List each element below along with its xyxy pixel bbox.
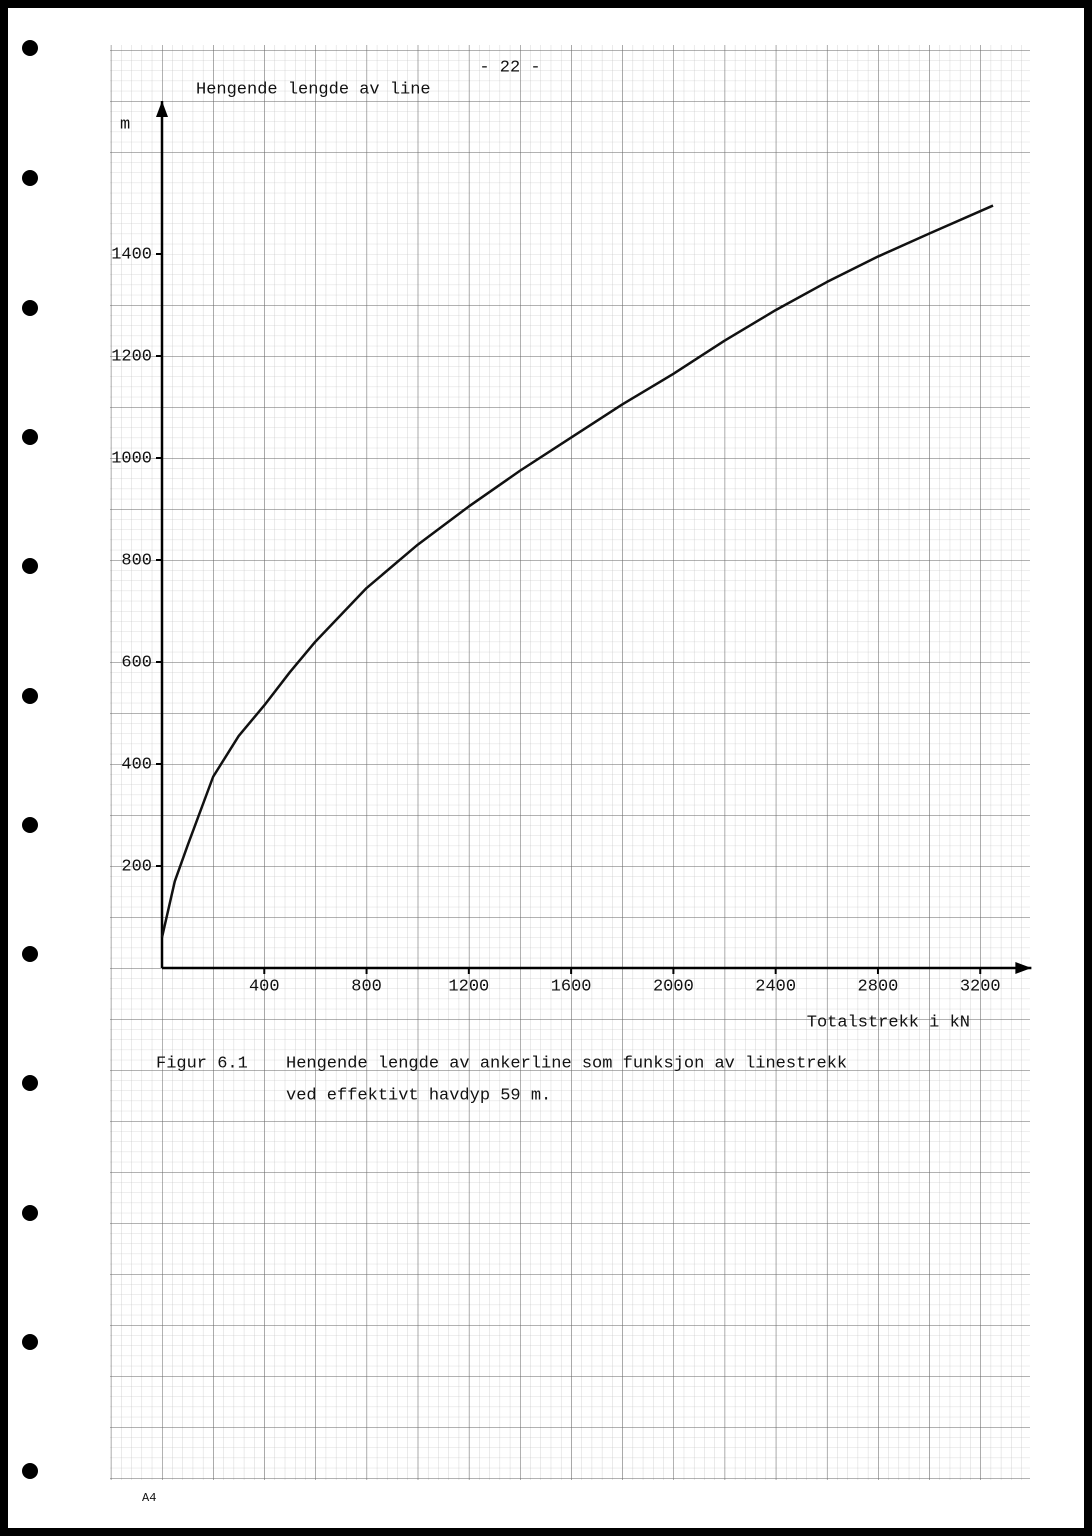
caption-line: ved effektivt havdyp 59 m.: [286, 1086, 551, 1105]
x-axis-label: Totalstrekk i kN: [807, 1013, 970, 1032]
y-tick-label: 1400: [111, 245, 152, 264]
punch-holes: [22, 40, 38, 1479]
x-tick-label: 400: [249, 977, 280, 996]
y-tick-label: 1200: [111, 347, 152, 366]
y-tick-label: 400: [121, 755, 152, 774]
y-tick-label: 800: [121, 551, 152, 570]
y-axis-label: m: [120, 115, 130, 134]
y-axis-arrow: [156, 101, 168, 117]
y-tick-label: 1000: [111, 449, 152, 468]
data-line: [160, 204, 994, 938]
figure-label: Figur 6.1: [156, 1054, 248, 1073]
paper-mark: A4: [142, 1491, 156, 1505]
x-tick-label: 800: [351, 977, 382, 996]
x-tick-label: 2400: [755, 977, 796, 996]
chart-title: Hengende lengde av line: [196, 80, 431, 99]
x-tick-label: 2800: [858, 977, 899, 996]
x-tick-label: 3200: [960, 977, 1001, 996]
caption-line: Hengende lengde av ankerline som funksjo…: [286, 1054, 847, 1073]
y-tick-label: 200: [121, 857, 152, 876]
x-tick-label: 2000: [653, 977, 694, 996]
x-tick-label: 1600: [551, 977, 592, 996]
page-number: - 22 -: [479, 58, 540, 77]
x-tick-label: 1200: [448, 977, 489, 996]
y-tick-label: 600: [121, 653, 152, 672]
x-axis-arrow: [1015, 962, 1032, 974]
graph-paper-major: [110, 45, 1030, 1480]
